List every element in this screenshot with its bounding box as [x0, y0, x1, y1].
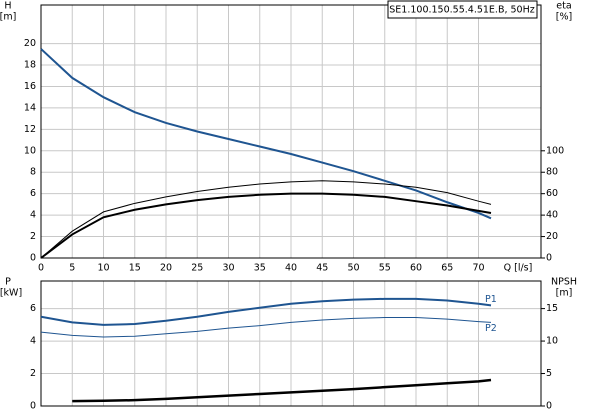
y-tick-label: 14 — [24, 102, 36, 113]
y-tick-label: 6 — [30, 303, 36, 314]
x-tick-label: 15 — [129, 263, 141, 274]
y-tick-label: 6 — [30, 188, 36, 199]
x-tick-label: 30 — [222, 263, 234, 274]
y-tick-label: 16 — [24, 81, 36, 92]
y2-tick-label: 15 — [546, 303, 558, 314]
y2-axis-label: NPSH — [551, 277, 577, 288]
y2-axis-label: eta — [556, 1, 571, 12]
y2-tick-label: 0 — [546, 401, 552, 412]
y2-tick-label: 100 — [546, 145, 564, 156]
y-tick-label: 12 — [24, 124, 36, 135]
x-tick-label: 40 — [285, 263, 297, 274]
y2-tick-label: 80 — [546, 167, 558, 178]
curve — [40, 317, 492, 338]
curve — [40, 180, 492, 259]
y-tick-label: 10 — [24, 145, 36, 156]
y-tick-label: 20 — [24, 38, 36, 49]
y2-tick-label: 40 — [546, 210, 558, 221]
x-tick-label: 55 — [379, 263, 391, 274]
plot-frame — [40, 4, 542, 259]
y-axis-unit: [kW] — [0, 288, 22, 299]
x-tick-label: 10 — [97, 263, 109, 274]
x-tick-label: 35 — [254, 263, 266, 274]
y2-tick-label: 60 — [546, 188, 558, 199]
y-tick-label: 4 — [30, 210, 36, 221]
x-tick-label: 45 — [316, 263, 328, 274]
y-tick-label: 4 — [30, 336, 36, 347]
y2-axis-unit: [m] — [556, 288, 573, 299]
y-tick-label: 2 — [30, 231, 36, 242]
chart-title: SE1.100.150.55.4.51E.B, 50Hz — [389, 5, 534, 16]
x-tick-label: 20 — [160, 263, 172, 274]
y-tick-label: 18 — [24, 60, 36, 71]
y2-tick-label: 0 — [546, 253, 552, 264]
y-axis-unit: [m] — [0, 12, 16, 23]
y-axis-label: P — [5, 277, 11, 288]
y2-axis-unit: [%] — [556, 12, 572, 23]
x-tick-label: 70 — [472, 263, 484, 274]
x-tick-label: 25 — [191, 263, 203, 274]
curve — [40, 297, 492, 326]
y-tick-label: 0 — [30, 253, 36, 264]
curve — [40, 192, 492, 259]
y2-tick-label: 5 — [546, 368, 552, 379]
x-tick-label: 5 — [69, 263, 75, 274]
plot-frame — [40, 280, 542, 407]
x-tick-label: 50 — [347, 263, 359, 274]
y2-tick-label: 20 — [546, 231, 558, 242]
title-box — [387, 0, 538, 19]
y2-tick-label: 10 — [546, 336, 558, 347]
x-tick-label: 0 — [38, 263, 44, 274]
y-tick-label: 8 — [30, 167, 36, 178]
y-tick-label: 0 — [30, 401, 36, 412]
x-tick-label: 60 — [410, 263, 422, 274]
curve — [72, 378, 492, 403]
curve — [40, 48, 492, 220]
y-tick-label: 2 — [30, 368, 36, 379]
curve-label: P2 — [485, 323, 497, 334]
curve-label: P1 — [485, 294, 497, 305]
x-axis-label: Q [l/s] — [504, 263, 533, 274]
x-tick-label: 65 — [441, 263, 453, 274]
y-axis-label: H — [4, 1, 11, 12]
